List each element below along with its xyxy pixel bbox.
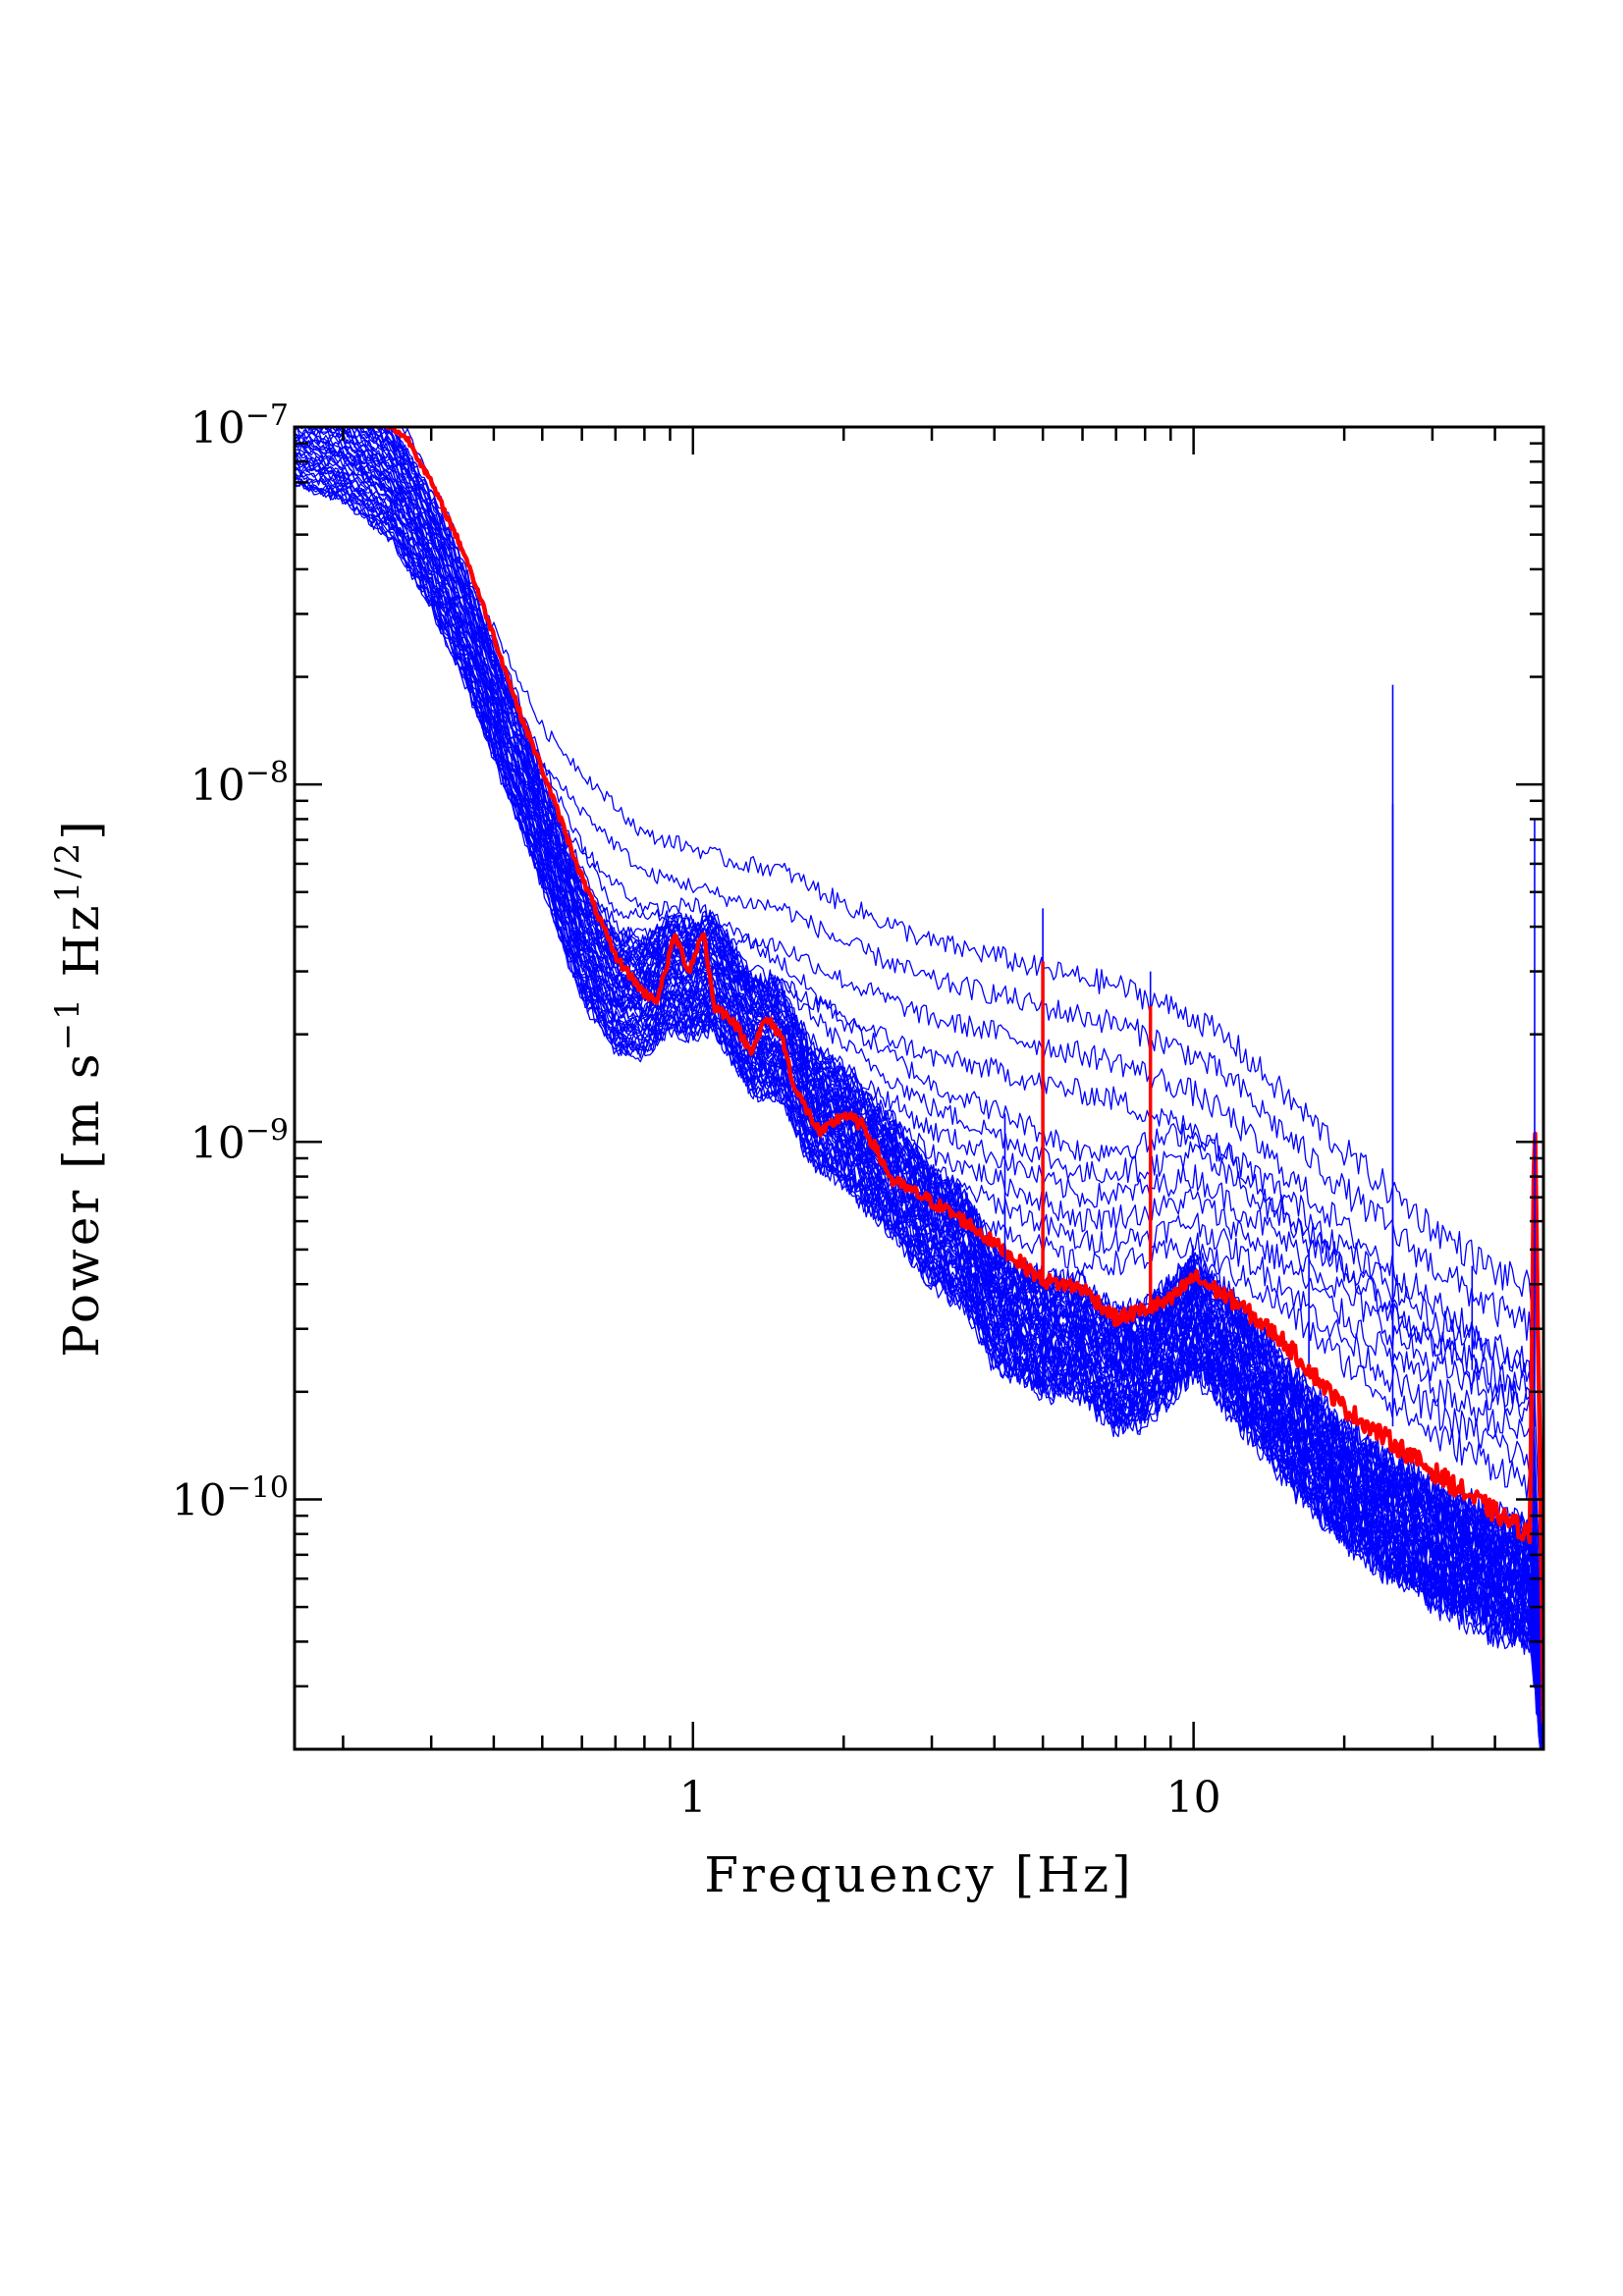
y-tick-label: 10−8	[190, 756, 289, 811]
series-individual-spectra-high-	[295, 427, 1543, 1749]
x-axis-label: Frequency [Hz]	[704, 1846, 1133, 1903]
spectrum-line	[295, 434, 1543, 1717]
spectrum-line	[355, 427, 1543, 1704]
y-axis-label: Power [m s−1 Hz1/2]	[48, 818, 110, 1358]
spectrum-line	[295, 436, 1543, 1711]
x-tick-label: 1	[679, 1773, 707, 1823]
y-tick-exponent: −8	[245, 756, 289, 790]
spectrum-line	[317, 427, 1543, 1681]
y-label-post: ]	[53, 818, 110, 840]
spectrum-line	[401, 427, 1543, 1641]
y-tick-mantissa: 10	[190, 403, 245, 454]
y-tick-mantissa: 10	[172, 1475, 227, 1525]
spectral-peaks	[1003, 684, 1536, 1427]
spectrum-line	[295, 480, 1543, 1749]
y-tick-label: 10−10	[172, 1470, 289, 1525]
spectrum-line	[295, 455, 1543, 1749]
y-tick-label: 10−7	[190, 399, 289, 454]
y-label-mid: Hz	[53, 902, 110, 995]
series-median-spectrum	[360, 427, 1543, 1724]
y-label-sup1: −1	[48, 995, 87, 1050]
spectrum-line	[295, 436, 1543, 1737]
spectrum-line	[389, 427, 1543, 1675]
spectrum-line	[295, 442, 1543, 1721]
spectrum-line	[295, 471, 1543, 1747]
y-label-pre: Power [m s	[53, 1050, 110, 1357]
y-tick-mantissa: 10	[190, 761, 245, 811]
median-spectrum-line	[360, 427, 1543, 1724]
y-label-sup2: 1/2	[48, 840, 87, 903]
series-layer	[295, 427, 1543, 1749]
series-individual-spectra-typical-	[295, 427, 1543, 1749]
plot-frame	[293, 425, 1545, 1751]
y-tick-exponent: −10	[227, 1470, 289, 1505]
spectrum-line	[295, 459, 1543, 1724]
y-tick-mantissa: 10	[190, 1118, 245, 1168]
y-tick-label: 10−9	[190, 1113, 289, 1168]
y-tick-exponent: −9	[245, 1113, 289, 1148]
y-tick-exponent: −7	[245, 399, 289, 433]
spectrum-line	[364, 427, 1543, 1653]
x-tick-label: 10	[1166, 1773, 1221, 1823]
spectrum-line	[359, 427, 1543, 1655]
